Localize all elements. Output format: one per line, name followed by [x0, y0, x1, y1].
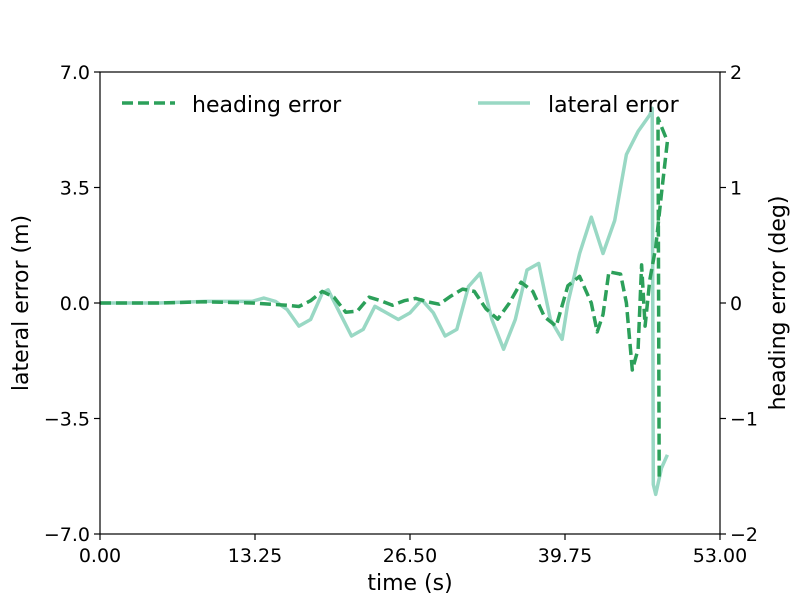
x-tick-label: 53.00 — [693, 545, 747, 567]
series-line-lateral-error — [100, 106, 669, 497]
y-axis-title: lateral error (m) — [9, 215, 34, 391]
legend-label-heading-error: heading error — [192, 93, 342, 118]
x-tick-label: 0.00 — [79, 545, 121, 567]
legend: heading error lateral error — [122, 93, 680, 118]
y2-tick-label: −1 — [730, 409, 758, 431]
series-line-heading-error — [100, 116, 670, 478]
x-axis-title: time (s) — [367, 571, 452, 596]
y-tick-label: −3.5 — [44, 409, 90, 431]
x-tick-label: 26.50 — [383, 545, 437, 567]
y2-tick-label: 1 — [730, 178, 742, 200]
y2-tick-label: 2 — [730, 62, 742, 84]
axes-layer: 0.00 13.25 26.50 39.75 53.00 7.0 3.5 0.0 −3.5 −7.… — [44, 62, 758, 567]
legend-label-lateral-error: lateral error — [548, 93, 680, 118]
plot-layer — [100, 106, 670, 497]
y2-tick-label: 0 — [730, 293, 742, 315]
y-tick-label: 0.0 — [60, 293, 90, 315]
y-tick-label: 3.5 — [60, 178, 90, 200]
y-tick-label: 7.0 — [60, 62, 90, 84]
x-tick-label: 39.75 — [538, 545, 592, 567]
x-tick-label: 13.25 — [228, 545, 282, 567]
y2-tick-label: −2 — [730, 524, 758, 546]
y2-axis-title: heading error (deg) — [766, 196, 791, 411]
y-tick-label: −7.0 — [44, 524, 90, 546]
